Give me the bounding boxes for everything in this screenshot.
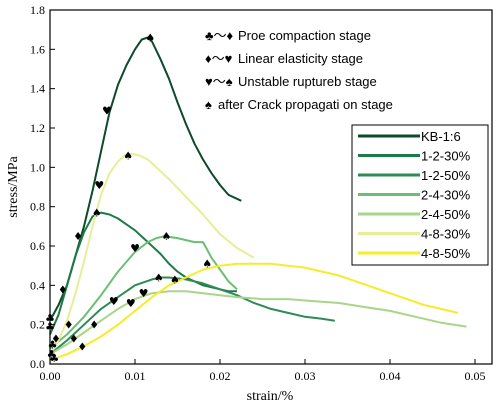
stage-note-symbol: ♣～♦ — [205, 28, 234, 43]
stage-marker: ♥ — [126, 297, 136, 310]
stage-marker: ♦ — [58, 283, 68, 296]
legend-label: 4-8-30% — [421, 227, 471, 242]
stage-marker: ♠ — [92, 207, 102, 220]
series-line-KB-1:6 — [49, 36, 242, 322]
stage-notes: ♣～♦ Proe compaction stage ♦～♥ Linear elasti… — [205, 28, 393, 112]
y-tick-label: 1.6 — [30, 42, 45, 56]
stage-marker: ♣ — [47, 348, 57, 361]
stage-note-symbol: ♥～♠ — [205, 74, 233, 89]
stage-marker: ♥ — [139, 287, 149, 300]
series-line-4-8-30% — [49, 152, 255, 355]
stage-marker: ♠ — [123, 150, 133, 163]
stage-note-symbol: ♦～♥ — [205, 51, 233, 66]
stage-note-symbol: ♠ — [205, 97, 212, 112]
stage-marker: ♥ — [102, 104, 112, 117]
stage-marker: ♦ — [51, 332, 61, 345]
stage-note-text: after Crack propagati on stage — [218, 97, 393, 112]
stage-note-text: Unstable ruptureb stage — [238, 74, 377, 89]
stage-marker: ♦ — [64, 319, 74, 332]
y-tick-label: 0.8 — [30, 200, 45, 214]
stage-marker: ♠ — [154, 271, 164, 284]
y-tick-label: 1.4 — [30, 82, 45, 96]
stage-marker: ♦ — [69, 332, 79, 345]
series-line-2-4-50% — [49, 290, 467, 356]
series-line-1-2-50% — [49, 276, 335, 355]
legend-label: 1-2-50% — [421, 168, 471, 183]
stage-marker: ♦ — [89, 319, 99, 332]
stage-marker: ♠ — [170, 273, 180, 286]
y-tick-label: 0.4 — [30, 278, 45, 292]
stage-note-text: Linear elasticity stage — [238, 51, 363, 66]
x-tick-label: 0.05 — [465, 369, 486, 383]
axis-layer: 0.00 0.01 0.02 0.03 0.04 0.05 0.0 0.2 0.4 0.6 0.8 1… — [30, 3, 486, 383]
stage-marker: ♠ — [202, 258, 212, 271]
x-tick-label: 0.01 — [125, 369, 146, 383]
x-tick-label: 0.02 — [210, 369, 231, 383]
series-line-2-4-30% — [49, 235, 238, 350]
series-layer — [49, 36, 467, 362]
y-tick-label: 0.2 — [30, 318, 45, 332]
series-line-1-2-30% — [49, 211, 237, 335]
series-line-4-8-50% — [49, 262, 459, 362]
plot-frame — [49, 9, 493, 365]
legend-label: 2-4-30% — [421, 188, 471, 203]
x-tick-label: 0.03 — [295, 369, 316, 383]
stage-note-text: Proe compaction stage — [238, 28, 371, 43]
stage-marker: ♥ — [130, 242, 140, 255]
y-tick-label: 0.0 — [30, 357, 45, 371]
stage-marker: ♦ — [73, 230, 83, 243]
y-tick-label: 0.6 — [30, 239, 45, 253]
y-tick-label: 1.2 — [30, 121, 45, 135]
legend-label: KB-1:6 — [421, 129, 461, 144]
y-tick-label: 1.0 — [30, 160, 45, 174]
stage-marker: ♦ — [77, 340, 87, 353]
stage-marker: ♠ — [162, 230, 172, 243]
legend-label: 2-4-50% — [421, 207, 471, 222]
x-tick-label: 0.00 — [40, 369, 61, 383]
stage-marker: ♥ — [109, 295, 119, 308]
y-tick-label: 1.8 — [30, 3, 45, 17]
legend-label: 1-2-30% — [421, 149, 471, 164]
stage-marker: ♣ — [49, 352, 59, 365]
stage-marker: ♣ — [48, 338, 58, 351]
legend: KB-1:6 1-2-30% 1-2-50% 2-4-30% 2-4-50% 4-8-30… — [351, 124, 489, 266]
legend-label: 4-8-50% — [421, 246, 471, 261]
stage-marker: ♥ — [94, 179, 104, 192]
y-axis-label: stress/MPa — [6, 155, 21, 217]
x-tick-label: 0.04 — [380, 369, 401, 383]
x-axis-label: strain/% — [247, 389, 294, 404]
stage-marker: ♠ — [145, 32, 155, 45]
